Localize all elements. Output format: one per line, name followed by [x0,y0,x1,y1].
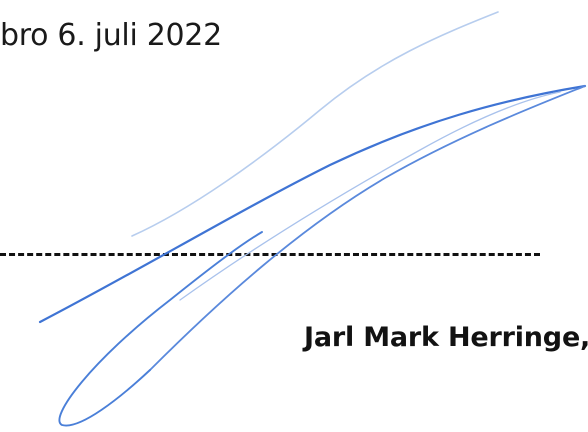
signature-stroke-faint [179,91,561,301]
signature-stroke-loop [58,231,263,427]
signature-line [0,253,540,256]
signature-stroke-main [38,84,587,324]
signer-name: Jarl Mark Herringe, dirigent [304,322,588,353]
place-date-text: bro 6. juli 2022 [0,18,222,53]
